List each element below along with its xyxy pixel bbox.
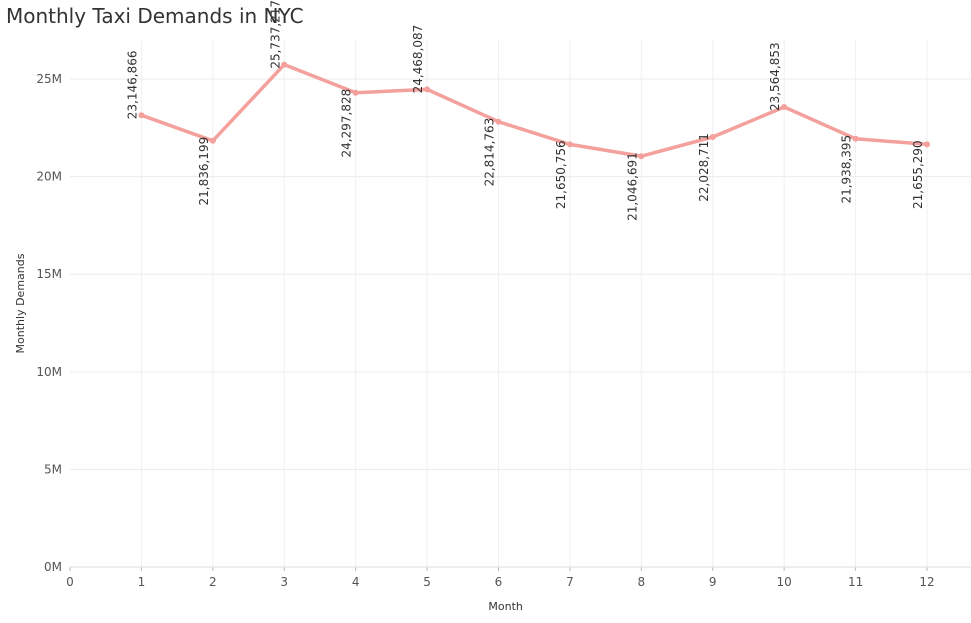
data-label: 21,938,395 bbox=[840, 135, 854, 204]
data-label: 21,836,199 bbox=[197, 137, 211, 206]
y-tick-label: 20M bbox=[36, 170, 62, 184]
y-tick-label: 10M bbox=[36, 365, 62, 379]
x-tick-label: 7 bbox=[566, 575, 574, 589]
data-point bbox=[709, 134, 716, 141]
data-point bbox=[495, 118, 502, 125]
y-tick-label: 15M bbox=[36, 267, 62, 281]
data-point bbox=[281, 61, 288, 68]
x-tick-label: 1 bbox=[138, 575, 146, 589]
data-point bbox=[566, 141, 573, 148]
y-axis-title: Monthly Demands bbox=[14, 253, 27, 353]
chart-title: Monthly Taxi Demands in NYC bbox=[6, 4, 304, 28]
data-point bbox=[424, 86, 431, 93]
series-line bbox=[139, 62, 929, 158]
data-point bbox=[638, 153, 645, 160]
x-tick-label: 4 bbox=[352, 575, 360, 589]
x-tick-label: 3 bbox=[280, 575, 288, 589]
data-point bbox=[852, 135, 859, 142]
data-point bbox=[209, 137, 216, 144]
data-label: 24,468,087 bbox=[411, 25, 425, 94]
x-tick-label: 11 bbox=[848, 575, 863, 589]
data-point bbox=[352, 89, 359, 96]
x-tick-label: 0 bbox=[66, 575, 74, 589]
data-point bbox=[924, 141, 931, 148]
x-tick-label: 12 bbox=[919, 575, 934, 589]
y-tick-label: 25M bbox=[36, 72, 62, 86]
data-label: 24,297,828 bbox=[340, 89, 354, 158]
x-tick-label: 10 bbox=[777, 575, 792, 589]
y-tick-label: 0M bbox=[44, 560, 62, 574]
data-label: 25,737,217 bbox=[268, 0, 282, 69]
data-label: 23,564,853 bbox=[768, 42, 782, 111]
x-tick-label: 8 bbox=[638, 575, 646, 589]
x-tick-label: 9 bbox=[709, 575, 717, 589]
x-tick-label: 6 bbox=[495, 575, 503, 589]
y-tick-label: 5M bbox=[44, 462, 62, 476]
data-point bbox=[138, 112, 145, 119]
x-axis-title: Month bbox=[488, 600, 523, 613]
data-point bbox=[781, 104, 788, 111]
data-label: 21,046,691 bbox=[625, 152, 639, 221]
x-tick-label: 2 bbox=[209, 575, 217, 589]
data-label: 21,650,756 bbox=[554, 140, 568, 209]
data-label: 22,814,763 bbox=[482, 118, 496, 187]
data-label: 23,146,866 bbox=[125, 50, 139, 119]
x-tick-label: 5 bbox=[423, 575, 431, 589]
data-label: 21,655,290 bbox=[911, 140, 925, 209]
data-label: 22,028,711 bbox=[697, 133, 711, 202]
